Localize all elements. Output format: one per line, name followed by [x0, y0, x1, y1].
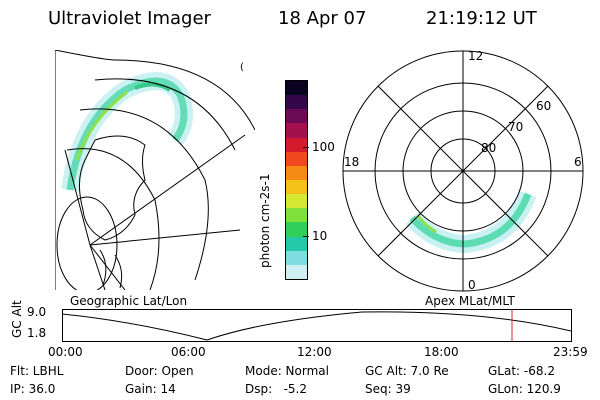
colorbar-unit-label: photon cm-2s-1 [258, 173, 272, 269]
colorbar-segment [286, 165, 307, 180]
geographic-map [55, 50, 255, 290]
status-ip: IP: 36.0 [10, 382, 56, 396]
colorbar-segment [286, 250, 307, 265]
status-seq: Seq: 39 [365, 382, 411, 396]
colorbar-segment [286, 208, 307, 223]
mlat-label-70: 70 [508, 120, 523, 134]
left-map-caption: Geographic Lat/Lon [70, 294, 188, 308]
mlt-label-0: 0 [468, 278, 476, 292]
mlat-label-60: 60 [536, 99, 551, 113]
instrument-title: Ultraviolet Imager [48, 8, 211, 29]
colorbar-segment [286, 264, 307, 279]
altitude-ytick-top: 9.0 [27, 305, 47, 319]
colorbar-segment [286, 123, 307, 138]
colorbar-tick-100: 100 [312, 140, 335, 154]
aurora-oval-magnetic [405, 190, 537, 254]
right-map-caption: Apex MLat/MLT [425, 294, 515, 308]
aurora-oval-geographic [61, 72, 193, 192]
status-gain: Gain: 14 [125, 382, 176, 396]
colorbar-segment [286, 109, 307, 124]
status-glat: GLat: -68.2 [488, 364, 555, 378]
status-filter: Flt: LBHL [10, 364, 64, 378]
polar-mlat-mlt-map: 12 18 6 0 60 70 80 [342, 49, 584, 292]
observation-date: 18 Apr 07 [278, 8, 367, 29]
colorbar-segment [286, 222, 307, 237]
status-dsp: Dsp: -5.2 [245, 382, 308, 396]
colorbar-ticks [303, 81, 315, 277]
status-glon: GLon: 120.9 [488, 382, 561, 396]
mlt-label-18: 18 [344, 155, 359, 169]
colorbar-tick-10: 10 [312, 229, 328, 243]
map-corner-mark: ( [240, 62, 244, 73]
colorbar-segment [286, 81, 307, 96]
mlat-label-80: 80 [481, 141, 496, 155]
colorbar-segment [286, 137, 307, 152]
status-door: Door: Open [125, 364, 194, 378]
altitude-ylabel: GC Alt [10, 300, 24, 338]
altitude-plot [62, 309, 572, 342]
altitude-xtick-2359: 23:59 [553, 345, 588, 359]
colorbar-segment [286, 194, 307, 209]
status-mode: Mode: Normal [245, 364, 329, 378]
mlt-label-12: 12 [468, 49, 483, 63]
altitude-xtick-0000: 00:00 [48, 345, 83, 359]
status-gc-alt: GC Alt: 7.0 Re [365, 364, 449, 378]
altitude-ytick-bottom: 1.8 [27, 326, 47, 340]
colorbar-segment [286, 236, 307, 251]
colorbar-segment [286, 179, 307, 195]
colorbar-segment [286, 151, 307, 166]
altitude-xtick-1800: 18:00 [424, 345, 459, 359]
altitude-xtick-1200: 12:00 [297, 345, 332, 359]
mlt-label-6: 6 [574, 155, 582, 169]
colorbar [285, 80, 308, 280]
colorbar-segment [286, 95, 307, 110]
altitude-xtick-0600: 06:00 [171, 345, 206, 359]
observation-time: 21:19:12 UT [426, 8, 537, 29]
